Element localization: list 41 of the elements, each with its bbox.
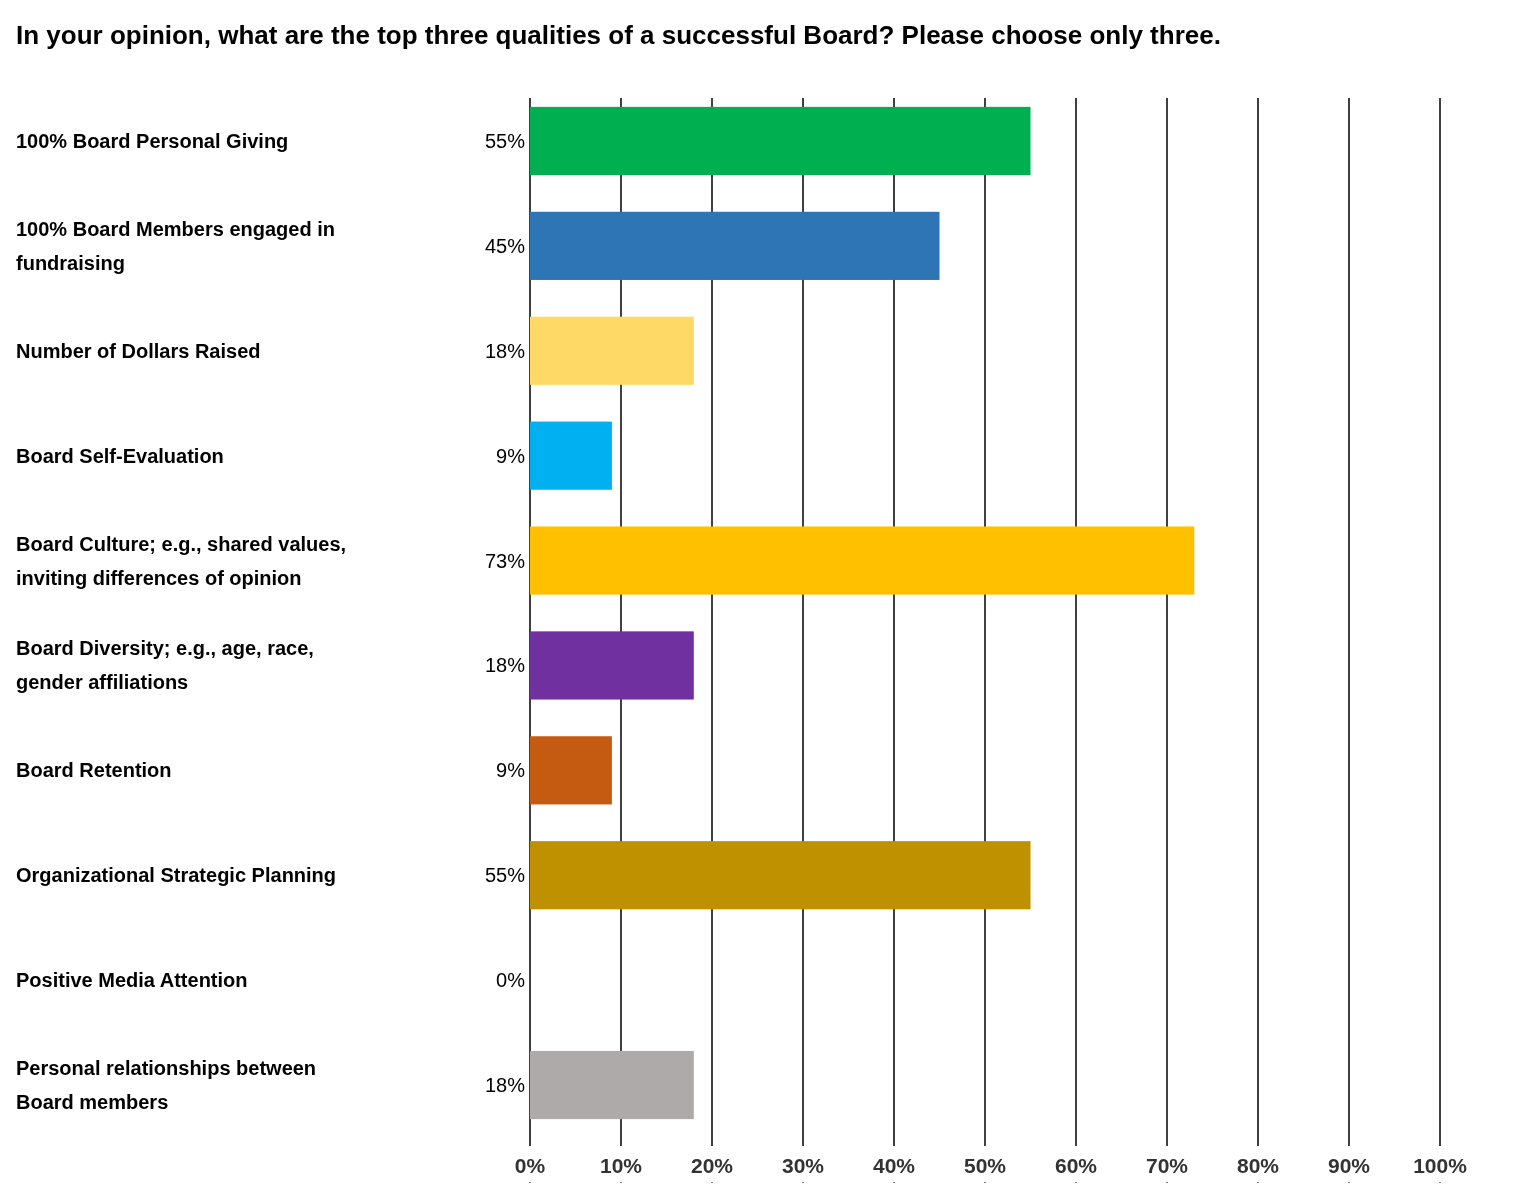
bar [530, 316, 694, 385]
data-label: 9% [496, 759, 526, 782]
y-tick-label: Board Self-Evaluation [16, 444, 224, 467]
y-tick-label: Number of Dollars Raised [16, 339, 261, 362]
y-tick-label: Personal relationships between Board members [16, 1057, 317, 1114]
bar [530, 631, 694, 700]
x-tick-label: 0% [514, 1154, 546, 1177]
x-tick-label: 60% [1054, 1154, 1098, 1177]
x-tick-label: 40% [872, 1154, 916, 1177]
data-label: 18% [484, 339, 526, 362]
y-tick-label: Organizational Strategic Planning [16, 864, 337, 887]
bar [530, 736, 612, 805]
data-label: 55% [484, 864, 526, 887]
x-tick-label: 20% [690, 1154, 734, 1177]
data-label: 9% [496, 444, 526, 467]
data-label: 0% [496, 969, 526, 992]
data-label: 73% [484, 549, 526, 572]
x-tick-label: 10% [599, 1154, 643, 1177]
chart-title: In your opinion, what are the top three qualities of a successful Board? Please choose only three. [16, 20, 1221, 50]
data-label: 45% [484, 234, 526, 257]
bar [530, 526, 1195, 595]
x-tick-label: 80% [1236, 1154, 1280, 1177]
y-tick-label: 100% Board Personal Giving [16, 129, 289, 152]
x-tick-label: 70% [1145, 1154, 1189, 1177]
y-tick-label: Board Diversity; e.g., age, race, gender affiliations [16, 637, 314, 694]
y-tick-label: 100% Board Members engaged in fundraising [16, 217, 335, 274]
data-label: 18% [484, 1074, 526, 1097]
y-tick-label: Positive Media Attention [16, 969, 248, 992]
y-tick-label: Board Retention [16, 759, 172, 782]
data-label: 55% [484, 129, 526, 152]
bar [530, 211, 940, 280]
x-tick-label: 90% [1327, 1154, 1371, 1177]
data-label: 18% [484, 654, 526, 677]
bar [530, 421, 612, 490]
bar [530, 1050, 694, 1120]
bar [530, 106, 1031, 176]
x-tick-label: 100% [1413, 1154, 1468, 1177]
y-tick-label: Board Culture; e.g., shared values, inviting differences of opinion [16, 532, 347, 589]
x-tick-label: 50% [963, 1154, 1007, 1177]
bar [530, 841, 1031, 910]
x-tick-label: 30% [781, 1154, 825, 1177]
